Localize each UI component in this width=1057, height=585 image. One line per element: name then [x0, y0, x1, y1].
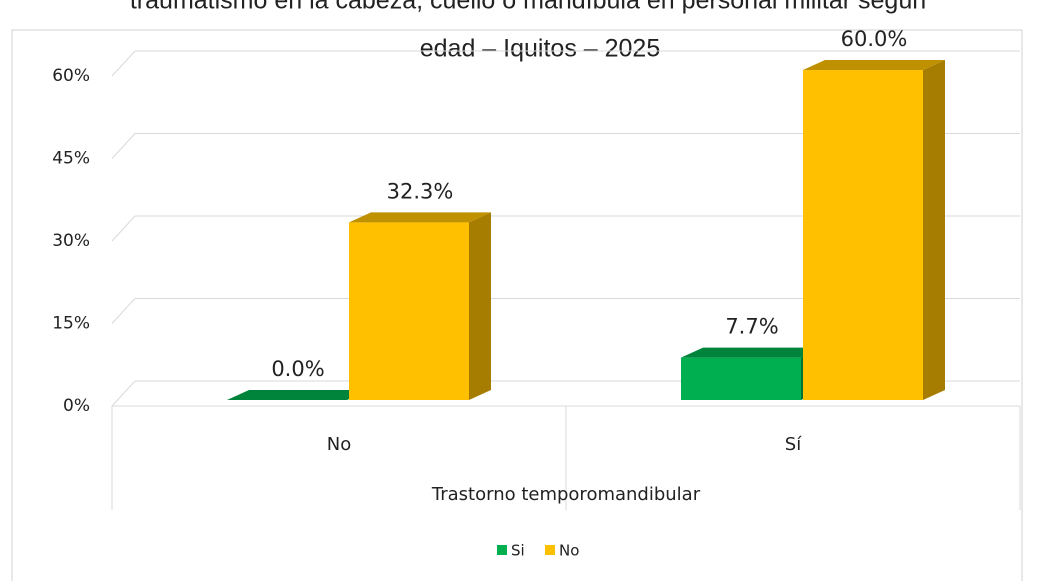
x-axis-title: Trastorno temporomandibular — [431, 484, 701, 505]
bar — [349, 222, 469, 400]
legend-label: Si — [511, 542, 525, 560]
value-label: 0.0% — [271, 357, 324, 381]
legend-label: No — [559, 542, 579, 560]
value-label: 60.0% — [841, 27, 908, 51]
bar — [681, 357, 801, 400]
bar-top — [227, 390, 369, 400]
x-tick-label: Sí — [785, 434, 802, 455]
chart-title: traumatismo en la cabeza, cuello o mandí… — [130, 0, 926, 15]
bar-side — [469, 212, 491, 400]
legend-swatch — [545, 545, 555, 555]
grid-line — [111, 298, 136, 324]
bar — [803, 70, 923, 400]
grid-line — [111, 50, 136, 77]
y-tick-label: 15% — [52, 314, 90, 334]
legend-swatch — [497, 545, 507, 555]
y-tick-label: 0% — [63, 396, 90, 416]
chart-title: edad – Iquitos – 2025 — [420, 35, 660, 63]
bar-top — [803, 60, 945, 70]
grid-line — [111, 215, 136, 242]
bar-side — [923, 60, 945, 400]
chart-frame — [11, 29, 1023, 585]
value-label: 7.7% — [725, 315, 778, 339]
value-label: 32.3% — [387, 179, 454, 203]
x-tick-label: No — [327, 434, 351, 455]
bar-top — [681, 347, 823, 358]
y-tick-label: 45% — [52, 149, 90, 169]
bar-top — [349, 212, 491, 223]
grid-line — [111, 380, 136, 407]
y-tick-label: 60% — [52, 66, 90, 86]
y-tick-label: 30% — [52, 231, 90, 251]
title-bg — [380, 0, 700, 18]
grid-line — [111, 133, 136, 159]
